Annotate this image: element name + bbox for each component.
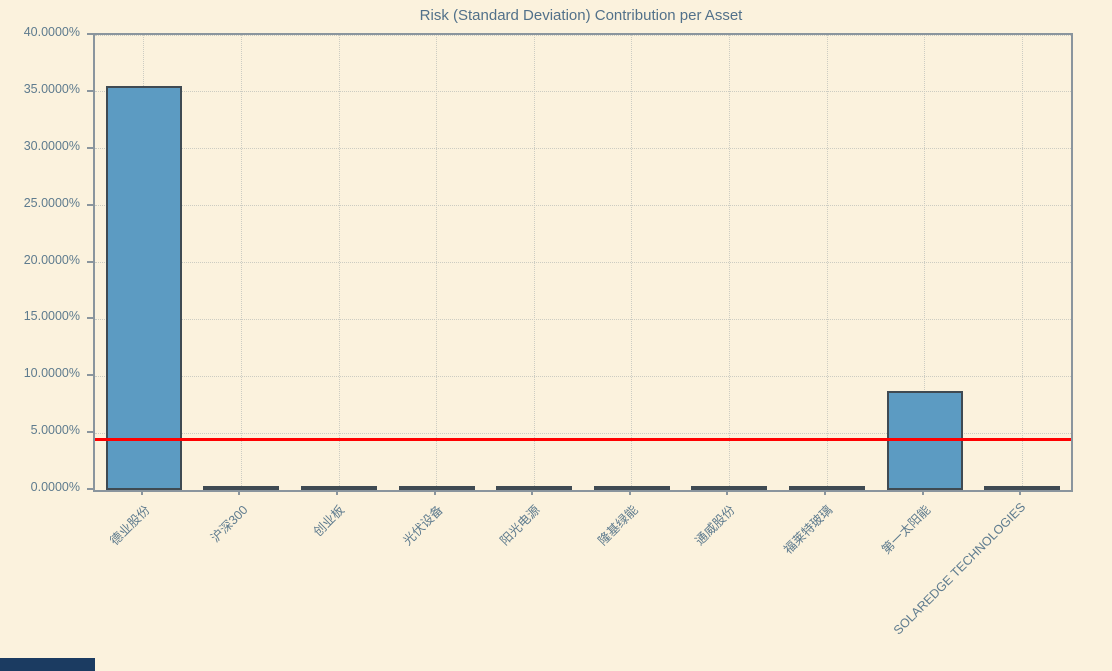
h-gridline	[95, 432, 1071, 434]
window-corner-fragment	[0, 658, 95, 671]
x-axis-tick-label: 福莱特玻璃	[781, 502, 836, 557]
h-gridline	[95, 91, 1071, 93]
y-axis-tick-label: 10.0000%	[23, 366, 80, 381]
y-axis-tick-label: 30.0000%	[23, 138, 80, 153]
y-tick-mark	[87, 374, 94, 377]
v-gridline	[240, 35, 242, 490]
x-tick-mark	[433, 490, 436, 495]
y-tick-mark	[87, 146, 94, 149]
x-axis-tick-label: 德业股份	[107, 502, 153, 549]
x-tick-mark	[238, 490, 241, 495]
bar-2	[203, 486, 280, 490]
x-axis-tick-label: 第一太阳能	[879, 502, 934, 557]
bar-1	[105, 86, 182, 490]
h-gridline	[95, 318, 1071, 320]
v-gridline	[631, 35, 633, 490]
y-axis-tick-label: 20.0000%	[23, 252, 80, 267]
x-tick-mark	[336, 490, 338, 495]
y-axis-tick-label: 5.0000%	[30, 423, 80, 438]
v-gridline	[533, 35, 535, 490]
y-axis-tick-label: 40.0000%	[23, 25, 80, 39]
bar-5	[496, 486, 573, 490]
v-gridline	[1021, 35, 1023, 490]
x-tick-mark	[1019, 490, 1022, 495]
x-tick-mark	[726, 490, 729, 495]
bar-8	[789, 486, 865, 490]
x-tick-mark	[628, 490, 631, 495]
y-tick-mark	[87, 203, 94, 206]
y-tick-mark	[87, 89, 94, 92]
v-gridline	[338, 35, 340, 490]
bar-10	[984, 486, 1061, 490]
bar-4	[398, 486, 475, 490]
y-axis-tick-label: 15.0000%	[23, 309, 80, 324]
bar-7	[691, 486, 768, 490]
x-tick-mark	[921, 490, 924, 495]
y-tick-mark	[87, 260, 94, 263]
x-axis-tick-label: 通威股份	[692, 502, 739, 549]
x-tick-mark	[140, 490, 143, 495]
chart-title: Risk (Standard Deviation) Contribution p…	[419, 7, 743, 24]
reference-line	[95, 437, 1071, 441]
h-gridline	[95, 205, 1071, 207]
plot-area	[93, 33, 1073, 492]
v-gridline	[728, 35, 730, 490]
y-tick-mark	[87, 33, 94, 35]
y-tick-mark	[87, 317, 94, 320]
x-axis-tick-label: 隆基绿能	[595, 502, 641, 549]
v-gridline	[826, 35, 828, 490]
x-axis-tick-label: 光伏设备	[400, 502, 446, 549]
x-axis-tick-label: 阳光电源	[497, 502, 543, 549]
bar-6	[593, 486, 670, 490]
bar-3	[301, 486, 377, 490]
x-axis-tick-label: 创业板	[311, 502, 348, 540]
y-tick-mark	[87, 488, 94, 490]
x-axis-tick-label: 沪深300	[207, 502, 251, 546]
h-gridline	[95, 262, 1071, 263]
v-gridline	[436, 35, 438, 490]
v-gridline	[924, 35, 926, 490]
h-gridline	[95, 375, 1071, 377]
x-tick-mark	[531, 490, 534, 495]
h-gridline	[95, 34, 1071, 36]
y-axis-tick-label: 25.0000%	[23, 195, 80, 210]
x-tick-mark	[824, 490, 826, 495]
y-tick-mark	[87, 431, 94, 434]
h-gridline	[95, 148, 1071, 150]
y-axis-tick-label: 0.0000%	[30, 480, 80, 494]
y-axis-tick-label: 35.0000%	[23, 81, 80, 96]
